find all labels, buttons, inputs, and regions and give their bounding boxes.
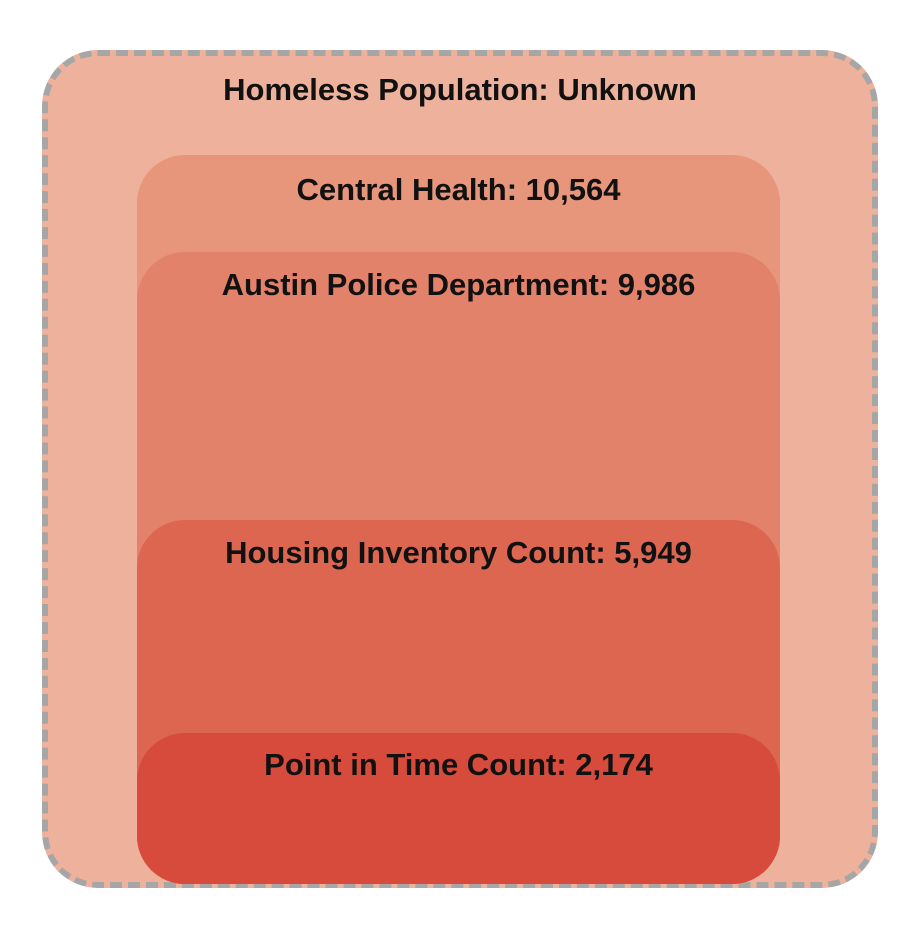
point-in-time-count-label: Point in Time Count: 2,174 <box>264 747 653 782</box>
housing-inventory-count-label: Housing Inventory Count: 5,949 <box>225 535 692 570</box>
homeless-population-label: Homeless Population: Unknown <box>223 72 697 107</box>
central-health-label: Central Health: 10,564 <box>296 172 621 207</box>
point-in-time-count-box: Point in Time Count: 2,174 <box>137 733 780 884</box>
austin-police-department-label: Austin Police Department: 9,986 <box>221 267 696 302</box>
